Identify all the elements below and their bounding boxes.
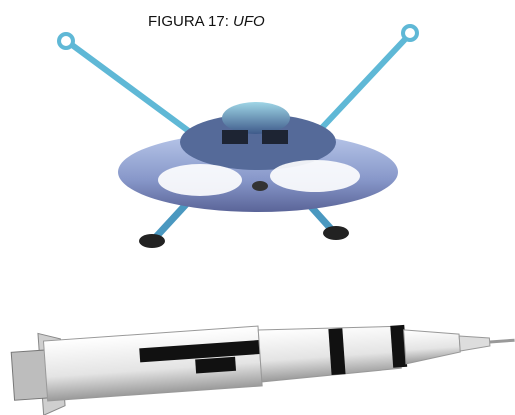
antenna-tip [59, 34, 73, 48]
window [262, 130, 288, 144]
rocket-illustration [10, 300, 515, 415]
antenna [68, 42, 190, 132]
light [158, 164, 242, 196]
window [222, 130, 248, 144]
escape-tower [490, 340, 515, 342]
foot [323, 226, 349, 240]
antenna-tip [403, 26, 417, 40]
third-stage [404, 326, 461, 364]
figure: FIGURA 17: UFO [0, 0, 515, 415]
foot [139, 234, 165, 248]
dome [222, 102, 290, 134]
caption: FIGURA 17: UFO [148, 13, 265, 30]
stripe [195, 357, 236, 374]
ufo-illustration [59, 26, 417, 248]
antenna [318, 34, 410, 132]
page: FIGURA 17: UFO (() => { const data = JSO… [0, 0, 515, 415]
caption-name: UFO [233, 13, 265, 30]
caption-label: FIGURA 17: [148, 13, 229, 30]
engine [11, 350, 49, 400]
hatch [252, 181, 268, 191]
nose [459, 334, 490, 351]
light [270, 160, 360, 192]
